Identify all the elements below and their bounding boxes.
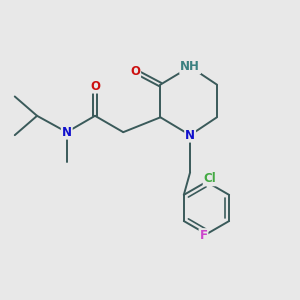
Text: F: F [200, 229, 208, 242]
Text: NH: NH [180, 60, 200, 73]
Text: Cl: Cl [204, 172, 216, 185]
Text: N: N [62, 126, 72, 139]
Text: O: O [90, 80, 100, 93]
Text: N: N [185, 129, 195, 142]
Text: O: O [130, 65, 140, 78]
